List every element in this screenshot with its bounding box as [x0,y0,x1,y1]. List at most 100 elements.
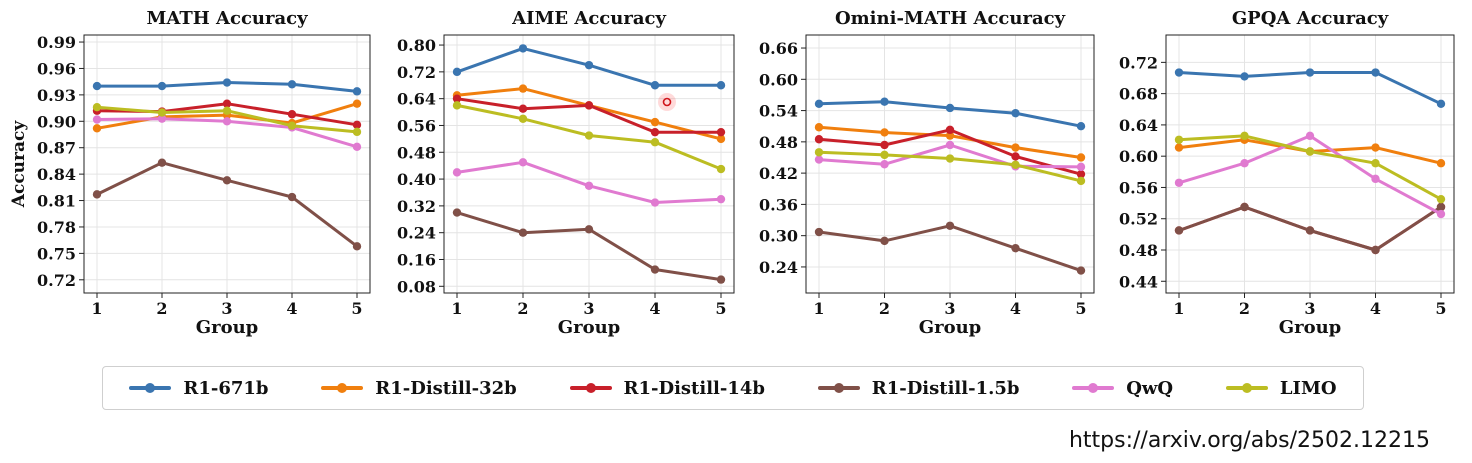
x-tick-label: 5 [351,299,362,318]
y-tick-label: 0.81 [37,192,76,211]
data-point-limo [1174,135,1184,144]
data-point-limo [287,121,297,130]
data-point-r1-distill-1-5b [1305,226,1315,235]
data-point-r1-distill-1-5b [352,242,362,251]
data-point-r1-distill-14b [1011,152,1020,161]
cursor-dot [662,97,672,107]
x-tick-label: 3 [1304,299,1315,318]
data-point-r1-distill-1-5b [1371,245,1380,255]
data-point-qwq [452,168,462,177]
data-point-r1-distill-1-5b [1011,243,1020,253]
y-tick-label: 0.72 [1119,53,1158,72]
legend-label-limo: LIMO [1279,377,1337,399]
y-tick-label: 0.93 [37,86,76,105]
data-point-r1-distill-14b [945,125,955,135]
x-tick-label: 4 [286,299,297,318]
y-tick-label: 0.64 [1119,116,1158,135]
data-point-r1-671b [1436,99,1446,109]
series-limo [92,103,362,137]
y-tick-label: 0.48 [759,133,798,152]
data-point-r1-671b [1240,72,1249,81]
data-point-qwq [1240,159,1249,168]
data-point-limo [518,114,528,123]
series-r1-distill-1-5b [1174,202,1446,255]
data-point-r1-distill-1-5b [157,158,167,167]
legend-swatch-qwq [1072,383,1115,393]
legend-swatch-r1-distill-14b [569,383,612,393]
data-point-limo [157,108,167,117]
chart-math-accuracy: 0.72 0.75 0.78 0.81 0.84 0.87 0.90 0.93 0.96 0.99… [9,8,371,338]
source-url: https://arxiv.org/abs/2502.12215 [1068,428,1430,453]
x-axis-label: Group [196,317,259,338]
y-tick-label: 0.56 [397,116,436,135]
data-point-limo [452,101,462,110]
y-tick-label: 0.48 [397,143,436,162]
data-point-r1-distill-1-5b [1174,226,1184,235]
data-point-r1-distill-14b [1076,169,1086,179]
data-point-r1-distill-32b [1371,143,1380,152]
plot-frame [443,34,735,294]
data-point-r1-671b [92,81,102,91]
y-tick-label: 0.87 [37,139,76,158]
x-tick-label: 1 [451,299,462,318]
y-tick-label: 0.80 [397,36,436,55]
legend-label-r1-distill-14b: R1-Distill-14b [623,377,765,399]
data-point-r1-distill-1-5b [287,192,297,202]
x-tick-label: 2 [517,299,528,318]
chart-gpqa-accuracy: 0.44 0.48 0.52 0.56 0.60 0.64 0.68 0.72 1 2 3 4 5 GPQ… [1119,8,1455,338]
y-tick-label: 0.90 [37,112,76,131]
data-point-limo [880,150,889,160]
data-point-r1-distill-1-5b [1076,266,1086,275]
plot-frame [1165,34,1455,294]
x-tick-label: 2 [156,299,167,318]
plot-frame [83,34,371,294]
data-point-limo [1076,176,1086,186]
data-point-limo [814,148,824,157]
x-tick-label: 2 [1239,299,1250,318]
y-tick-label: 0.99 [37,33,76,52]
data-point-r1-671b [650,81,660,90]
data-point-limo [92,103,102,112]
y-axis-label: Accuracy [9,120,29,209]
data-point-qwq [157,114,167,123]
y-tick-label: 0.72 [397,63,436,82]
series-r1-671b [814,97,1086,131]
y-tick-label: 0.30 [759,227,798,246]
series-r1-distill-1-5b [92,158,362,251]
data-point-r1-distill-32b [716,134,726,144]
data-point-r1-distill-1-5b [92,190,102,199]
data-point-qwq [222,117,232,126]
data-point-qwq [1436,209,1446,219]
data-point-r1-distill-32b [814,123,824,132]
data-point-r1-distill-14b [880,140,889,150]
y-tick-label: 0.78 [37,218,76,237]
data-point-limo [1305,147,1315,156]
y-tick-label: 0.48 [1119,241,1158,260]
data-point-r1-671b [157,81,167,91]
y-tick-label: 0.60 [759,70,798,89]
data-point-r1-distill-32b [1011,143,1020,152]
data-point-r1-distill-1-5b [452,208,462,217]
data-point-r1-671b [287,80,297,89]
chart-omini-math-accuracy: 0.24 0.30 0.36 0.42 0.48 0.54 0.60 0.66 1 2 3 4 5 Omi… [759,8,1095,338]
x-tick-label: 1 [1173,299,1184,318]
x-tick-label: 3 [583,299,594,318]
y-tick-label: 0.54 [759,102,798,121]
x-tick-label: 3 [944,299,955,318]
series-qwq [452,158,726,207]
data-point-qwq [352,142,362,152]
data-point-limo [584,131,594,140]
data-point-r1-distill-1-5b [1436,202,1446,212]
data-point-r1-distill-1-5b [222,176,232,185]
data-point-r1-distill-32b [92,124,102,133]
series-limo [814,148,1086,186]
x-tick-label: 4 [1010,299,1021,318]
data-point-r1-distill-1-5b [1240,202,1249,212]
data-point-limo [1371,159,1380,168]
data-point-qwq [716,194,726,204]
data-point-limo [1011,160,1020,169]
data-point-qwq [814,155,824,164]
series-r1-distill-14b [814,125,1086,179]
data-point-r1-671b [518,44,528,53]
